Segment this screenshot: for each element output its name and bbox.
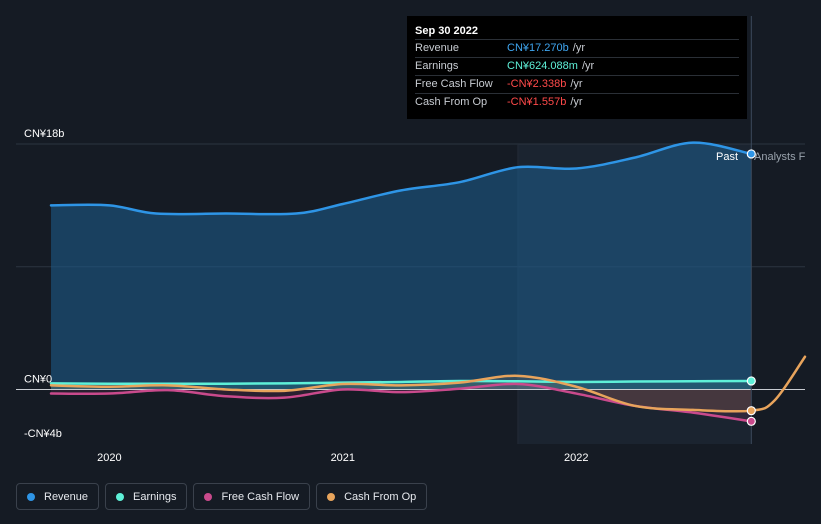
tooltip-row-cash-from-op: Cash From Op -CN¥1.557b /yr xyxy=(415,93,739,111)
x-tick-label: 2021 xyxy=(331,452,355,464)
cash-from-op-area xyxy=(51,375,752,411)
tooltip-value: -CN¥1.557b xyxy=(507,96,567,108)
free-cash-flow-endpoint xyxy=(746,416,756,426)
x-tick-label: 2022 xyxy=(564,452,588,464)
legend-label: Revenue xyxy=(44,490,89,503)
x-tick-label: 2020 xyxy=(97,452,121,464)
tooltip-label: Earnings xyxy=(415,60,459,72)
legend-label: Free Cash Flow xyxy=(221,490,300,503)
tooltip-unit: /yr xyxy=(581,60,595,72)
legend-item-earnings[interactable]: Earnings xyxy=(105,483,188,510)
cash-from-op-endpoint xyxy=(746,406,756,416)
earnings-endpoint xyxy=(746,376,756,386)
y-tick-label: CN¥0 xyxy=(24,373,52,385)
y-tick-label: CN¥18b xyxy=(24,128,64,140)
cash-from-op-line xyxy=(49,355,807,413)
tooltip-date: Sep 30 2022 xyxy=(415,25,478,37)
legend-item-free-cash-flow[interactable]: Free Cash Flow xyxy=(193,483,311,510)
tooltip-unit: /yr xyxy=(572,42,586,54)
tooltip-row-revenue: Revenue CN¥17.270b /yr xyxy=(415,39,739,57)
revenue-dot-icon xyxy=(27,492,35,501)
free-cash-flow-dot-icon xyxy=(204,492,213,501)
legend-label: Earnings xyxy=(133,490,177,503)
tooltip-row-free-cash-flow: Free Cash Flow -CN¥2.338b /yr xyxy=(415,75,739,93)
tooltip-value: CN¥624.088m xyxy=(507,60,578,72)
revenue-line xyxy=(49,141,753,216)
past-label: Past xyxy=(716,151,738,163)
y-axis-labels: CN¥18b CN¥0 -CN¥4b xyxy=(24,128,64,440)
tooltip-label: Free Cash Flow xyxy=(415,78,493,90)
revenue-area xyxy=(51,142,752,390)
tooltip-unit: /yr xyxy=(570,96,583,108)
tooltip-unit: /yr xyxy=(570,78,583,90)
revenue-endpoint xyxy=(746,149,756,159)
series-endpoints xyxy=(746,149,756,426)
tooltip-row-earnings: Earnings CN¥624.088m /yr xyxy=(415,57,739,75)
tooltip-label: Revenue xyxy=(415,42,460,54)
series-lines xyxy=(49,141,807,423)
cash-from-op-dot-icon xyxy=(327,492,336,501)
tooltip: Sep 30 2022 Revenue CN¥17.270b /yr Earni… xyxy=(407,16,747,119)
x-axis-labels: 2020 2021 2022 xyxy=(97,452,588,464)
tooltip-value: CN¥17.270b xyxy=(507,42,569,54)
legend-label: Cash From Op xyxy=(344,490,417,503)
legend-item-cash-from-op[interactable]: Cash From Op xyxy=(316,483,428,510)
legend: Revenue Earnings Free Cash Flow Cash Fro… xyxy=(16,483,428,510)
tooltip-value: -CN¥2.338b xyxy=(507,78,567,90)
earnings-line xyxy=(49,379,753,386)
analysts-forecast-label: Analysts F xyxy=(754,151,806,163)
tooltip-label: Cash From Op xyxy=(415,96,488,108)
area-fills xyxy=(51,142,752,422)
y-tick-label: -CN¥4b xyxy=(24,428,62,440)
earnings-dot-icon xyxy=(116,492,125,501)
legend-item-revenue[interactable]: Revenue xyxy=(16,483,100,510)
